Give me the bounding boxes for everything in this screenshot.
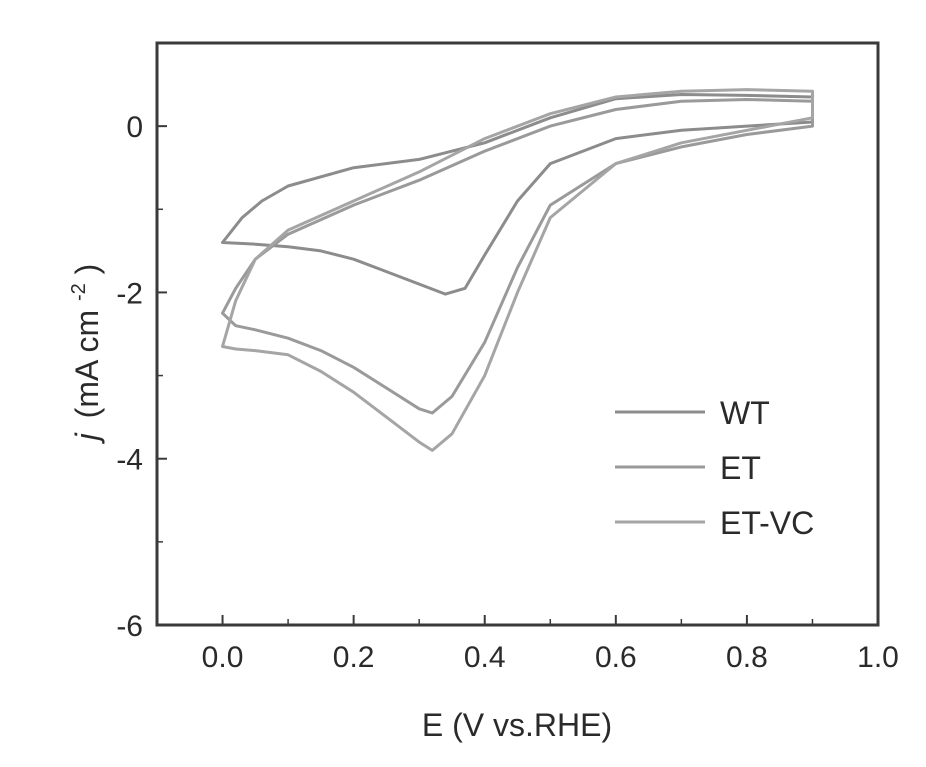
x-tick-label: 0.6 (595, 641, 637, 674)
y-axis-exponent: -2 (68, 283, 90, 301)
y-tick-label: -2 (116, 277, 143, 310)
y-tick-label: 0 (126, 111, 143, 144)
x-tick-label: 0.0 (202, 641, 244, 674)
y-axis-title: j (mA cm -2 ) (56, 264, 105, 445)
y-axis-close: ) (69, 264, 105, 275)
legend-label-et: ET (720, 450, 761, 486)
x-tick-label: 0.2 (333, 641, 375, 674)
series-line-wt (223, 95, 813, 295)
x-axis-title: E (V vs.RHE) (422, 707, 612, 743)
y-axis-unit: (mA cm (69, 310, 105, 418)
x-tick-label: 0.4 (464, 641, 506, 674)
y-axis-ticks: -6 -4 -2 0 (116, 111, 167, 643)
legend: WT ET ET-VC (615, 395, 814, 541)
y-tick-label: -6 (116, 610, 143, 643)
y-axis-symbol: j (69, 432, 105, 444)
legend-label-et-vc: ET-VC (720, 505, 814, 541)
x-tick-label: 1.0 (857, 641, 899, 674)
y-tick-label: -4 (116, 444, 143, 477)
x-tick-label: 0.8 (726, 641, 768, 674)
legend-label-wt: WT (720, 395, 770, 431)
